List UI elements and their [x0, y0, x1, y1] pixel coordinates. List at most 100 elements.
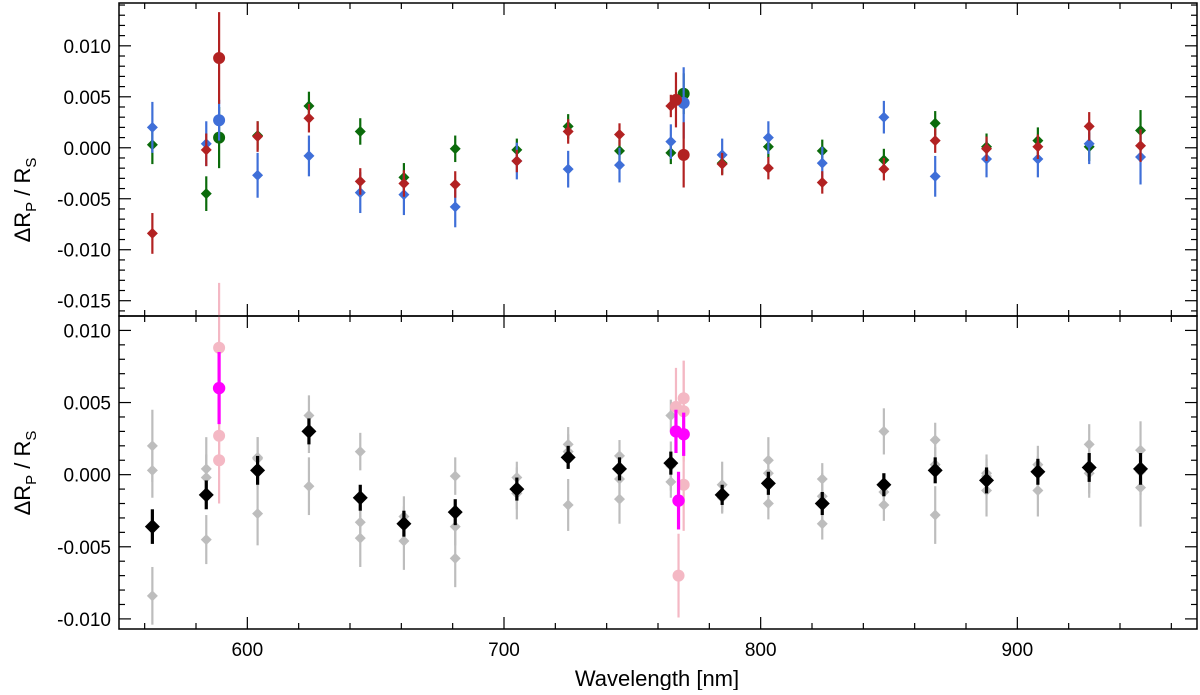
bottom-series2-point-10 [663, 455, 679, 471]
top-series4-point-0 [213, 114, 226, 127]
bottom-series1-point-6 [677, 405, 690, 418]
bottom-series2-point-7 [509, 481, 525, 497]
bottom-series2-point-1 [198, 487, 214, 503]
bottom-series0-point-22 [252, 508, 264, 520]
bottom-ytick-label-0: 0.010 [63, 321, 111, 342]
xtick-label-1: 700 [488, 640, 520, 661]
top-ytick-label-4: -0.010 [57, 241, 111, 262]
bottom-series0-point-4 [354, 446, 366, 458]
top-series1-point-18 [1083, 138, 1095, 150]
top-series2-point-13 [816, 176, 828, 188]
top-series0-point-4 [354, 125, 366, 137]
top-series2-point-14 [878, 163, 890, 175]
top-series2-point-4 [354, 175, 366, 187]
top-series5-point-1 [669, 93, 682, 106]
bottom-ytick-label-2: 0.000 [63, 466, 111, 487]
bottom-series0-point-20 [146, 440, 158, 452]
bottom-series2-point-4 [352, 490, 368, 506]
bottom-series2-point-17 [1030, 464, 1046, 480]
bottom-series0-point-54 [878, 499, 890, 511]
bottom-series1-point-2 [213, 454, 226, 467]
top-series1-point-0 [146, 121, 158, 133]
top-series2-point-3 [303, 112, 315, 124]
top-series1-point-8 [562, 163, 574, 175]
bottom-series0-point-46 [449, 521, 461, 533]
bottom-series3-point-3 [677, 428, 690, 441]
bottom-series0-point-44 [354, 516, 366, 528]
bottom-ylabel: ΔRP / RS [10, 431, 40, 516]
top-panel: 0.010 0.005 0.000 -0.005 -0.010 -0.015 ΔRP / … [10, 2, 1198, 317]
bottom-series2-point-11 [714, 487, 730, 503]
bottom-series2-point-6 [447, 504, 463, 520]
bottom-series0-point-40 [146, 590, 158, 602]
top-series2-point-16 [981, 143, 993, 155]
top-series1-point-9 [614, 159, 625, 171]
bottom-data-marks [144, 282, 1149, 625]
bottom-axes: 0.010 0.005 0.000 -0.005 -0.010 600 700 800 900 [57, 315, 1198, 661]
bottom-series0-point-49 [614, 450, 625, 462]
x-axis-label: Wavelength [nm] [575, 666, 739, 690]
top-series2-point-1 [200, 144, 212, 156]
top-series2-point-9 [614, 129, 625, 141]
bottom-series2-point-2 [250, 462, 266, 478]
bottom-series1-point-4 [672, 569, 685, 582]
bottom-series0-point-50 [665, 410, 677, 422]
top-series2-point-2 [252, 131, 264, 143]
bottom-series2-point-14 [876, 477, 892, 493]
bottom-ytick-label-1: 0.005 [63, 394, 111, 415]
top-series1-point-14 [878, 111, 890, 123]
bottom-series2-point-12 [760, 475, 776, 491]
top-series1-point-2 [252, 169, 264, 181]
top-series1-point-3 [303, 150, 315, 162]
bottom-series0-point-53 [816, 518, 828, 530]
bottom-series0-point-15 [929, 434, 941, 446]
bottom-ytick-label-4: -0.010 [57, 610, 111, 631]
top-series2-point-12 [762, 162, 774, 174]
top-series2-point-18 [1083, 120, 1095, 132]
top-series1-point-10 [665, 136, 677, 148]
bottom-series0-point-28 [562, 499, 574, 511]
top-axes: 0.010 0.005 0.000 -0.005 -0.010 -0.015 [57, 2, 1198, 317]
top-series2-point-0 [146, 227, 158, 239]
top-series2-point-15 [929, 135, 941, 147]
top-series1-point-12 [762, 132, 774, 144]
top-series2-point-19 [1135, 140, 1147, 152]
bottom-series1-point-0 [213, 341, 226, 354]
bottom-series2-point-13 [814, 496, 830, 512]
bottom-series0-point-23 [303, 480, 315, 492]
bottom-series0-point-6 [449, 470, 461, 482]
top-series2-point-17 [1032, 141, 1044, 153]
bottom-series0-point-32 [762, 454, 774, 466]
bottom-series3-point-0 [212, 381, 226, 395]
bottom-series2-point-8 [560, 449, 576, 465]
top-series2-point-5 [398, 177, 410, 189]
top-series2-point-6 [449, 178, 461, 190]
top-series2-point-8 [562, 125, 574, 137]
top-ytick-label-3: -0.005 [57, 190, 111, 211]
top-series0-point-1 [200, 188, 212, 200]
bottom-series0-point-1 [200, 534, 212, 546]
bottom-series2-point-3 [301, 423, 317, 439]
top-ytick-label-5: -0.015 [57, 292, 111, 313]
bottom-ytick-label-3: -0.005 [57, 538, 111, 559]
xtick-label-2: 800 [745, 640, 777, 661]
xtick-label-3: 900 [1001, 640, 1033, 661]
top-series2-point-11 [716, 158, 728, 170]
top-ytick-label-0: 0.010 [63, 37, 111, 58]
bottom-series0-point-34 [878, 425, 890, 437]
top-series0-point-6 [449, 143, 461, 155]
top-ytick-label-1: 0.005 [63, 88, 111, 109]
bottom-series2-point-9 [612, 461, 627, 477]
bottom-series0-point-35 [929, 509, 941, 521]
bottom-series0-point-58 [1083, 438, 1095, 450]
bottom-series2-point-16 [979, 472, 995, 488]
bottom-series2-point-15 [927, 462, 943, 478]
bottom-series1-point-7 [677, 478, 690, 491]
top-series5-point-0 [213, 52, 226, 65]
top-data-marks [146, 12, 1147, 254]
bottom-series0-point-26 [449, 552, 461, 564]
top-series0-point-15 [929, 117, 941, 129]
